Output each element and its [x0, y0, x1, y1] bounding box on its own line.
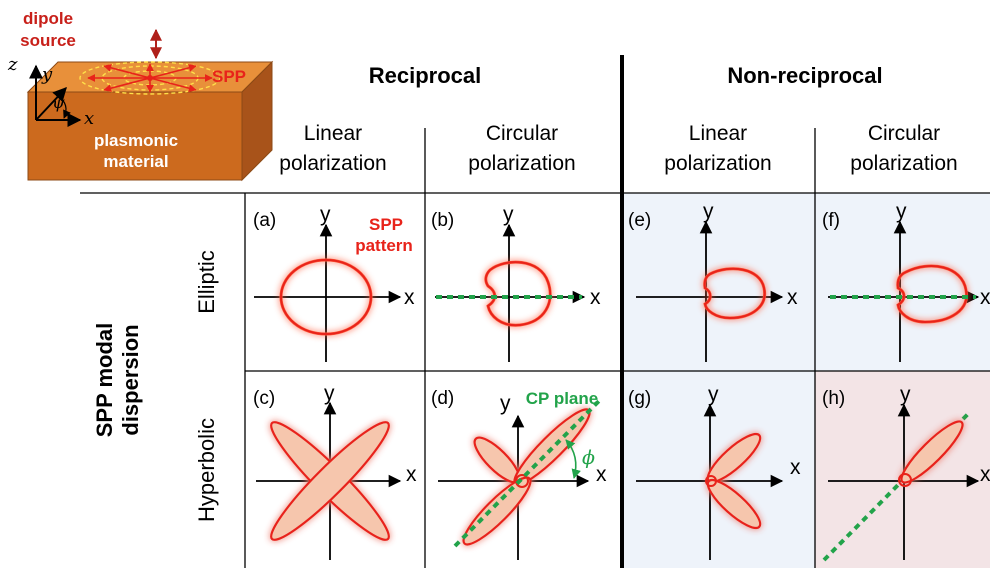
- panel-e: (e) x y: [628, 200, 798, 362]
- y-label: y: [708, 383, 719, 406]
- dipole-point: [147, 75, 153, 81]
- row-title-2: dispersion: [118, 324, 143, 435]
- x-label: x: [596, 463, 607, 486]
- panel-label: (c): [253, 388, 275, 409]
- row-title-1: SPP modal: [92, 323, 117, 438]
- axis-y-label: y: [41, 64, 53, 85]
- panel-label: (h): [822, 388, 845, 409]
- panel-b: (b) x y: [431, 203, 601, 362]
- material-label-1: plasmonic: [94, 131, 178, 150]
- panel-h: (h) x y: [822, 383, 990, 562]
- axis-z-label: z: [7, 54, 18, 75]
- cp-plane-label: CP plane: [526, 389, 598, 408]
- y-label: y: [324, 382, 335, 405]
- row-label-elliptic: Elliptic: [194, 250, 219, 314]
- panel-label: (g): [628, 388, 651, 409]
- spp-label: SPP: [212, 67, 246, 86]
- col-3-line2: polarization: [664, 152, 771, 175]
- nonreciprocal-bg-e: [622, 193, 815, 371]
- panel-label: (f): [822, 210, 840, 231]
- col-1-line2: polarization: [279, 152, 386, 175]
- panel-g: (g) x y: [628, 383, 801, 560]
- axis-x-label: x: [84, 108, 94, 129]
- x-label: x: [590, 286, 601, 309]
- dipole-label-1: dipole: [23, 9, 73, 28]
- col-2-line2: polarization: [468, 152, 575, 175]
- x-label: x: [790, 456, 801, 479]
- note-pattern: pattern: [355, 236, 413, 255]
- panel-label: (b): [431, 210, 454, 231]
- x-label: x: [787, 286, 798, 309]
- col-3-line1: Linear: [689, 122, 747, 145]
- col-2-line1: Circular: [486, 122, 558, 145]
- y-label: y: [896, 200, 907, 223]
- x-label: x: [980, 463, 990, 486]
- col-1-line1: Linear: [304, 122, 362, 145]
- col-4-line2: polarization: [850, 152, 957, 175]
- cp-plane-line: [453, 398, 602, 548]
- y-label: y: [500, 392, 511, 415]
- psi-label: ψ: [52, 93, 65, 112]
- x-label: x: [980, 286, 990, 309]
- spp-pattern: [706, 432, 762, 530]
- group-reciprocal: Reciprocal: [369, 63, 482, 88]
- panel-f: (f) x y: [822, 200, 990, 362]
- row-label-hyperbolic: Hyperbolic: [194, 418, 219, 522]
- column-headers: Linear polarization Circular polarizatio…: [279, 122, 957, 175]
- note-spp: SPP: [369, 215, 403, 234]
- col-4-line1: Circular: [868, 122, 940, 145]
- material-label-2: material: [103, 152, 168, 171]
- psi-arc: [57, 95, 71, 119]
- y-label: y: [703, 200, 714, 223]
- spp-pattern: [900, 420, 964, 484]
- table-grid: [80, 128, 990, 568]
- group-nonreciprocal: Non-reciprocal: [727, 63, 882, 88]
- inset-axes: [29, 64, 82, 127]
- y-label: y: [320, 203, 331, 226]
- y-label: y: [900, 383, 911, 406]
- x-label: x: [406, 463, 417, 486]
- y-label: y: [503, 203, 514, 226]
- dipole-label-2: source: [20, 31, 76, 50]
- phi-arc: [565, 439, 581, 479]
- spp-pattern: [270, 421, 390, 541]
- block-side: [241, 60, 273, 182]
- panel-c: (c) x y: [253, 382, 417, 560]
- panel-label: (a): [253, 210, 276, 231]
- panel-label: (e): [628, 210, 651, 231]
- phi-label: ϕ: [582, 447, 595, 469]
- panel-label: (d): [431, 388, 454, 409]
- x-label: x: [404, 286, 415, 309]
- panel-a: (a) x y SPP pattern: [253, 203, 415, 362]
- panel-d: (d) CP plane ϕ x y: [431, 388, 607, 560]
